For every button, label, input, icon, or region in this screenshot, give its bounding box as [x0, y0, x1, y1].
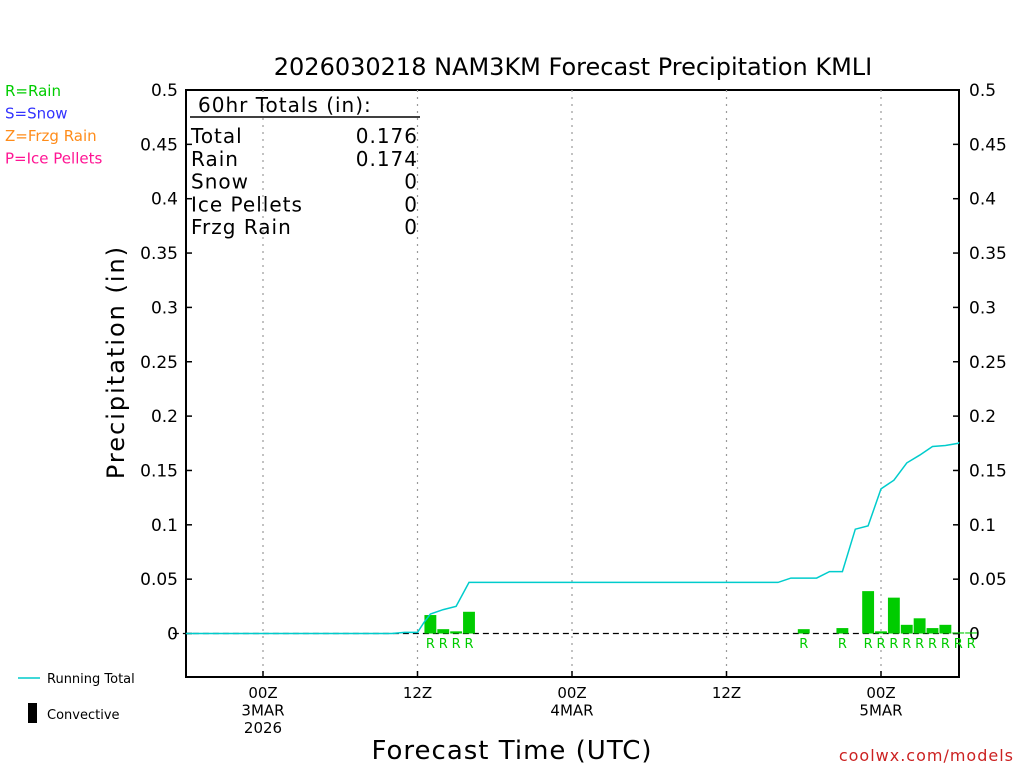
y-tick-label-right: 0	[969, 625, 980, 645]
x-tick-label: 00Z	[866, 684, 895, 702]
y-axis-left: 0 0.05 0.1 0.15 0.2 0.25 0.3 0.35 0.4 0.45 0.5	[140, 81, 192, 645]
totals-header: 60hr Totals (in):	[198, 93, 372, 117]
totals-row-label: Ice Pellets	[191, 192, 303, 216]
ptype-label: R	[928, 637, 937, 652]
precip-bar	[424, 615, 437, 634]
x-tick-label: 5MAR	[859, 702, 902, 720]
precip-bar	[437, 629, 450, 634]
ptype-label: R	[838, 637, 847, 652]
running-total-legend-label: Running Total	[47, 672, 135, 687]
y-axis-label: Precipitation (in)	[102, 245, 130, 479]
precip-bar	[965, 632, 978, 634]
x-tick-label: 3MAR	[241, 702, 284, 720]
ptype-label: R	[864, 637, 873, 652]
precip-bar	[887, 597, 900, 634]
y-tick-label-left: 0.2	[151, 407, 178, 427]
y-tick-label-left: 0	[167, 625, 178, 645]
precip-bar	[875, 631, 887, 634]
y-tick-label-left: 0.35	[140, 244, 178, 264]
y-tick-label-left: 0.15	[140, 461, 178, 481]
totals-row-value: 0	[404, 170, 418, 194]
convective-legend-swatch	[28, 703, 37, 723]
totals-row-label: Total	[190, 124, 243, 148]
x-tick-label: 2026	[244, 719, 282, 737]
ptype-label: R	[954, 637, 963, 652]
precip-bars	[424, 591, 978, 634]
chart-title: 2026030218 NAM3KM Forecast Precipitation…	[274, 53, 872, 81]
ptype-label: R	[876, 637, 885, 652]
x-tick-label: 4MAR	[550, 702, 593, 720]
totals-row-label: Rain	[191, 147, 239, 171]
x-tick-label: 12Z	[712, 684, 741, 702]
precip-type-legend-item: S=Snow	[5, 105, 68, 123]
precip-type-legend-item: R=Rain	[5, 82, 61, 100]
precip-bar	[939, 624, 952, 634]
precip-bar	[836, 628, 849, 634]
y-tick-label-right: 0.45	[969, 135, 1007, 155]
x-tick-label: 00Z	[557, 684, 586, 702]
y-tick-label-right: 0.15	[969, 461, 1007, 481]
y-tick-label-right: 0.4	[969, 190, 996, 210]
precip-type-legend-item: P=Ice Pellets	[5, 150, 102, 168]
y-tick-label-right: 0.1	[969, 516, 996, 536]
y-tick-label-right: 0.05	[969, 570, 1007, 590]
totals-rows: Total 0.176 Rain 0.174 Snow 0 Ice Pellets 0 Frzg…	[190, 124, 418, 239]
y-tick-label-left: 0.05	[140, 570, 178, 590]
vertical-gridlines	[262, 90, 882, 677]
ptype-label: R	[915, 637, 924, 652]
y-tick-label-left: 0.3	[151, 298, 178, 318]
precip-bar	[913, 618, 926, 634]
precip-bar	[862, 591, 875, 634]
ptype-label: R	[426, 637, 435, 652]
convective-legend-label: Convective	[47, 708, 120, 723]
ptype-label: R	[889, 637, 898, 652]
precip-bar	[450, 631, 463, 634]
totals-box: 60hr Totals (in): Total 0.176 Rain 0.174 Sno…	[190, 93, 420, 239]
totals-row-value: 0.174	[356, 147, 418, 171]
precip-type-legend: R=Rain S=Snow Z=Frzg Rain P=Ice Pellets	[5, 82, 102, 168]
y-tick-label-left: 0.25	[140, 353, 178, 373]
y-tick-label-right: 0.2	[969, 407, 996, 427]
y-tick-label-left: 0.4	[151, 190, 178, 210]
ptype-label: R	[464, 637, 473, 652]
y-tick-label-right: 0.3	[969, 298, 996, 318]
y-tick-label-right: 0.5	[969, 81, 996, 101]
ptype-label: R	[799, 637, 808, 652]
x-axis-label: Forecast Time (UTC)	[371, 736, 652, 766]
x-tick-label: 12Z	[403, 684, 432, 702]
ptype-label: R	[902, 637, 911, 652]
precip-bar	[900, 624, 913, 634]
precip-bar	[926, 628, 939, 634]
totals-row-label: Frzg Rain	[191, 215, 292, 239]
y-tick-label-right: 0.25	[969, 353, 1007, 373]
precip-type-legend-item: Z=Frzg Rain	[5, 127, 97, 145]
credit-text: coolwx.com/models	[839, 746, 1014, 765]
running-total-line	[185, 441, 960, 635]
y-tick-label-right: 0.35	[969, 244, 1007, 264]
y-axis-right: 0 0.05 0.1 0.15 0.2 0.25 0.3 0.35 0.4 0.45 0.5	[953, 81, 1007, 645]
y-tick-label-left: 0.5	[151, 81, 178, 101]
y-tick-label-left: 0.45	[140, 135, 178, 155]
bottom-legend: Running Total Convective	[18, 672, 135, 723]
totals-row-value: 0.176	[356, 124, 418, 148]
ptype-label: R	[452, 637, 461, 652]
ptype-label: R	[439, 637, 448, 652]
ptype-label: R	[941, 637, 950, 652]
totals-row-value: 0	[404, 192, 418, 216]
x-tick-label: 00Z	[248, 684, 277, 702]
totals-row-value: 0	[404, 215, 418, 239]
precip-bar	[797, 629, 810, 634]
precip-bar	[463, 611, 475, 634]
y-tick-label-left: 0.1	[151, 516, 178, 536]
precip-bar	[952, 632, 965, 634]
ptype-label: R	[967, 637, 976, 652]
totals-row-label: Snow	[191, 170, 249, 194]
